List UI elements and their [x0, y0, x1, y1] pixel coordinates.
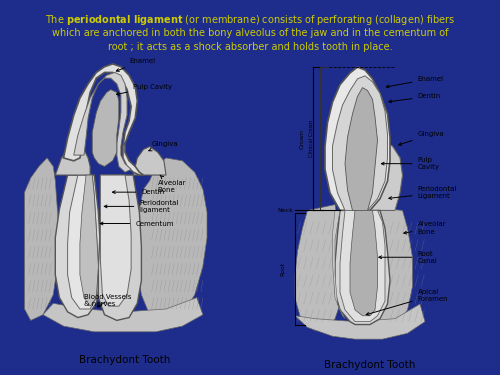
Text: root ; it acts as a shock absorber and holds tooth in place.: root ; it acts as a shock absorber and h…: [108, 42, 393, 52]
Text: Root: Root: [280, 262, 285, 276]
Polygon shape: [332, 210, 345, 319]
Polygon shape: [335, 210, 390, 324]
Text: Blood Vessels
& nerves: Blood Vessels & nerves: [84, 294, 132, 307]
Text: Crown: Crown: [300, 129, 305, 149]
Text: Alveolar
Bone: Alveolar Bone: [404, 222, 446, 234]
Polygon shape: [24, 158, 59, 320]
Polygon shape: [80, 175, 98, 306]
Text: Pulp
Cavity: Pulp Cavity: [382, 157, 440, 170]
Polygon shape: [345, 205, 412, 330]
Polygon shape: [56, 175, 100, 318]
Text: Alveolar
Bone: Alveolar Bone: [158, 175, 186, 193]
Text: Gingiva: Gingiva: [149, 141, 178, 151]
Polygon shape: [74, 72, 131, 172]
Text: Root
Canal: Root Canal: [379, 251, 437, 264]
Polygon shape: [98, 175, 142, 320]
Polygon shape: [133, 147, 166, 175]
Text: Cementum: Cementum: [100, 220, 174, 226]
Polygon shape: [295, 304, 425, 339]
Text: Gingiva: Gingiva: [398, 131, 444, 146]
Text: Enamel: Enamel: [116, 58, 155, 71]
Polygon shape: [138, 158, 207, 320]
Polygon shape: [43, 298, 203, 332]
Text: Periodontal
ligament: Periodontal ligament: [104, 200, 178, 213]
Text: Periodontal
Ligament: Periodontal Ligament: [389, 186, 457, 200]
Text: Dentin: Dentin: [112, 189, 164, 195]
Polygon shape: [345, 88, 378, 210]
Polygon shape: [325, 67, 390, 210]
Text: Clinical Crown: Clinical Crown: [309, 120, 314, 158]
Polygon shape: [332, 76, 388, 210]
Text: The $\bf{periodontal\ ligament}$ (or membrane) consists of perforating (collagen: The $\bf{periodontal\ ligament}$ (or mem…: [45, 13, 455, 27]
Text: Apical
Foramen: Apical Foramen: [366, 289, 448, 315]
Polygon shape: [68, 175, 98, 309]
Polygon shape: [295, 205, 343, 330]
Polygon shape: [64, 64, 144, 175]
Polygon shape: [92, 90, 119, 166]
Text: Pulp Cavity: Pulp Cavity: [116, 84, 172, 95]
Text: Brachydont Tooth: Brachydont Tooth: [324, 360, 416, 370]
Text: Enamel: Enamel: [386, 76, 444, 88]
Polygon shape: [340, 210, 385, 322]
Polygon shape: [350, 210, 378, 316]
Polygon shape: [100, 175, 131, 306]
Polygon shape: [56, 147, 90, 175]
Text: Brachydont Tooth: Brachydont Tooth: [80, 355, 170, 364]
Polygon shape: [362, 140, 403, 210]
Text: which are anchored in both the bony alveolus of the jaw and in the cementum of: which are anchored in both the bony alve…: [52, 28, 448, 38]
Text: Neck: Neck: [277, 208, 293, 213]
Text: Dentin: Dentin: [389, 93, 441, 103]
